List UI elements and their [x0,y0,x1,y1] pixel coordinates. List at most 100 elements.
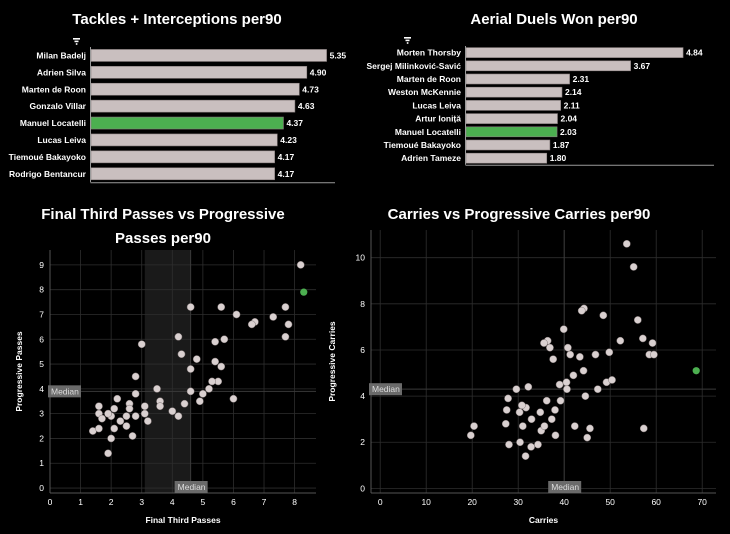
data-point[interactable] [608,376,616,384]
data-point[interactable] [562,378,571,387]
bar[interactable] [90,66,308,79]
data-point[interactable] [551,406,559,414]
data-point[interactable] [512,385,521,394]
data-point[interactable] [199,389,207,398]
data-point[interactable] [633,316,642,324]
data-point[interactable] [229,394,238,403]
filter-icon[interactable] [73,38,80,45]
data-point[interactable] [217,362,226,371]
bar[interactable] [465,60,631,72]
data-point[interactable] [192,355,201,363]
data-point[interactable] [593,385,602,394]
data-point[interactable] [542,396,551,405]
data-point[interactable] [566,350,575,359]
data-point[interactable] [579,366,588,375]
data-point[interactable] [137,340,146,349]
data-point[interactable] [174,332,183,341]
bar[interactable] [90,133,278,147]
bar[interactable] [90,82,300,96]
data-point[interactable] [186,387,195,396]
data-point[interactable] [556,396,565,405]
data-point[interactable] [107,434,115,443]
bar[interactable] [465,86,563,98]
data-point[interactable] [174,412,183,420]
data-point[interactable] [577,306,586,315]
data-point[interactable] [232,310,241,319]
data-point[interactable] [516,438,524,447]
bar[interactable] [465,113,558,124]
data-point[interactable] [555,380,564,389]
data-point[interactable] [168,407,177,416]
data-point[interactable] [616,336,625,345]
data-point[interactable] [211,357,219,366]
data-point[interactable] [650,350,658,359]
bar[interactable] [465,47,684,58]
data-point[interactable] [563,385,571,394]
data-point[interactable] [104,409,112,418]
data-point[interactable] [156,402,164,411]
data-point[interactable] [639,334,647,343]
bar[interactable] [465,100,561,111]
data-point[interactable] [140,402,149,411]
bar[interactable] [90,116,284,130]
data-point[interactable] [247,320,256,329]
data-point[interactable] [269,313,278,321]
bar[interactable] [465,139,551,151]
data-point[interactable] [547,415,556,424]
data-point[interactable] [470,422,478,430]
data-point[interactable] [569,371,578,380]
data-point[interactable] [110,404,119,413]
bar[interactable] [465,152,548,164]
data-point[interactable] [281,332,290,341]
data-point[interactable] [559,325,568,334]
data-point[interactable] [599,311,608,320]
data-point[interactable] [220,335,229,344]
data-point[interactable] [639,424,648,433]
data-point[interactable] [549,355,558,364]
data-point[interactable] [502,406,511,414]
data-point[interactable] [98,414,106,423]
data-point[interactable] [186,303,195,311]
data-point[interactable] [540,422,549,430]
data-point[interactable] [629,263,638,271]
data-point[interactable] [583,433,592,442]
data-point[interactable] [177,350,186,358]
data-point[interactable] [122,422,131,430]
data-point[interactable] [564,343,572,352]
data-point[interactable] [195,397,204,406]
data-point[interactable] [570,422,579,430]
data-point[interactable] [110,424,119,433]
data-point[interactable] [540,339,548,347]
data-point[interactable] [122,412,131,420]
bar[interactable] [90,150,275,164]
data-point[interactable] [140,409,149,418]
highlight-point[interactable] [300,288,308,296]
bar[interactable] [465,126,558,138]
data-point[interactable] [153,385,161,393]
data-point[interactable] [296,261,305,269]
data-point[interactable] [113,394,122,403]
data-point[interactable] [536,408,545,417]
filter-icon[interactable] [404,37,411,44]
data-point[interactable] [521,452,530,460]
data-point[interactable] [208,377,216,386]
data-point[interactable] [211,337,219,346]
data-point[interactable] [180,399,189,408]
data-point[interactable] [281,303,290,311]
data-point[interactable] [104,449,112,458]
data-point[interactable] [131,389,140,398]
data-point[interactable] [217,303,226,311]
data-point[interactable] [527,443,535,451]
data-point[interactable] [586,424,594,433]
data-point[interactable] [131,372,140,381]
data-point[interactable] [205,385,213,393]
data-point[interactable] [284,320,293,329]
data-point[interactable] [581,392,590,400]
data-point[interactable] [504,394,512,403]
data-point[interactable] [466,431,475,440]
bar[interactable] [465,73,570,85]
highlight-point[interactable] [692,367,700,375]
data-point[interactable] [515,408,524,417]
data-point[interactable] [527,415,536,424]
data-point[interactable] [116,417,125,425]
